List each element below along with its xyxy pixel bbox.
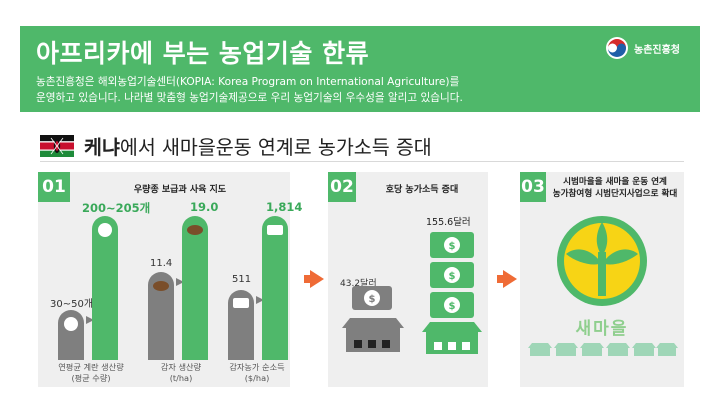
bar-group-income [228, 216, 288, 360]
village-houses-icon [528, 343, 678, 356]
panel-step-3: 03 시범마을을 새마을 운동 연계 농가참여형 시범단지사업으로 확대 새마을 [520, 172, 684, 387]
value-label-before: 511 [232, 274, 252, 285]
axis-label-line1: 연평균 계란 생산량 [58, 362, 124, 372]
bar-before-base [228, 310, 254, 360]
svg-text:$: $ [449, 301, 456, 312]
panel-title: 시범마을을 새마을 운동 연계 농가참여형 시범단지사업으로 확대 [546, 176, 684, 200]
flow-arrow-body [497, 275, 505, 283]
panel-title-line1: 시범마을을 새마을 운동 연계 [563, 177, 667, 187]
step-number: 02 [328, 172, 356, 202]
axis-label-line2: (t/ha) [169, 373, 193, 383]
chicken-icon [64, 317, 78, 331]
axis-label-eggs: 연평균 계란 생산량 (평균 수량) [56, 362, 126, 384]
step-number: 01 [38, 172, 70, 202]
bar-pointer [86, 316, 94, 324]
header-description: 농촌진흥청은 해외농업기술센터(KOPIA: Korea Program on … [36, 74, 463, 106]
desc-line-2: 운영하고 있습니다. 나라별 맞춤형 농업기술제공으로 우리 농업기술의 우수성… [36, 92, 463, 104]
bar-pointer [176, 278, 184, 286]
section-subtitle: 케냐에서 새마을운동 연계로 농가소득 증대 [40, 131, 432, 160]
flow-arrow-icon [310, 270, 324, 288]
value-label-after: 200~205개 [82, 201, 151, 215]
saemaul-emblem-icon [557, 216, 647, 306]
value-label-before: 30~50개 [50, 299, 94, 310]
bar-after-base [92, 236, 118, 360]
value-label-after: 155.6달러 [426, 217, 471, 228]
axis-label-line1: 감자 생산량 [160, 362, 202, 372]
flow-arrow-body [304, 275, 312, 283]
kenya-flag-icon [40, 134, 74, 157]
bar-pointer [256, 296, 264, 304]
panel-step-2: 02 호당 농가소득 증대 43.2달러 155.6달러 $ $ $ $ [328, 172, 488, 387]
value-label-before: 11.4 [150, 258, 173, 269]
bar-before-base [58, 346, 84, 360]
money-icon [233, 298, 249, 308]
bar-after-base [182, 236, 208, 360]
org-logo: 농촌진흥청 [605, 36, 680, 60]
bar-group-potato [148, 216, 208, 360]
subtitle-text: 에서 새마을운동 연계로 농가소득 증대 [119, 136, 432, 159]
bar-after-base [262, 236, 288, 360]
axis-label-potato: 감자 생산량 (t/ha) [146, 362, 216, 384]
panel-step-1: 01 우량종 보급과 사육 지도 30~50개 200~205개 연평균 계란 … [38, 172, 302, 387]
bar-before-base [148, 292, 174, 360]
flow-arrow-icon [503, 270, 517, 288]
potato-icon [153, 281, 169, 291]
org-name: 농촌진흥청 [634, 44, 680, 56]
panel-title-line2: 농가참여형 시범단지사업으로 확대 [552, 189, 678, 199]
axis-label-line2: (평균 수량) [71, 373, 111, 383]
axis-label-line2: ($/ha) [244, 373, 270, 383]
house-roof-icon [422, 322, 482, 332]
svg-text:$: $ [449, 271, 456, 282]
value-label-before: 43.2달러 [340, 279, 377, 289]
svg-text:$: $ [449, 241, 456, 252]
value-label-after: 1,814 [266, 200, 303, 214]
house-roof-icon [342, 318, 404, 328]
income-illustration: $ $ $ $ [342, 232, 482, 354]
svg-text:$: $ [369, 294, 376, 305]
value-label-after: 19.0 [190, 200, 219, 214]
panel-title: 호당 농가소득 증대 [385, 185, 459, 195]
axis-label-income: 감자농가 순소득 ($/ha) [224, 362, 290, 384]
panel-title: 우량종 보급과 사육 지도 [133, 185, 227, 195]
country-name: 케냐 [84, 136, 120, 159]
potato-icon [187, 225, 203, 235]
step-number: 03 [520, 172, 546, 202]
page-title: 아프리카에 부는 농업기술 한류 [36, 39, 370, 68]
bar-group-eggs [58, 216, 118, 360]
taegeuk-icon [606, 37, 628, 59]
divider [40, 161, 684, 162]
axis-label-line1: 감자농가 순소득 [229, 362, 285, 372]
chicken-icon [98, 223, 112, 237]
money-icon [267, 225, 283, 235]
emblem-text: 새마을 [575, 319, 629, 339]
header-banner: 아프리카에 부는 농업기술 한류 농촌진흥청은 해외농업기술센터(KOPIA: … [20, 26, 700, 112]
desc-line-1: 농촌진흥청은 해외농업기술센터(KOPIA: Korea Program on … [36, 76, 460, 88]
